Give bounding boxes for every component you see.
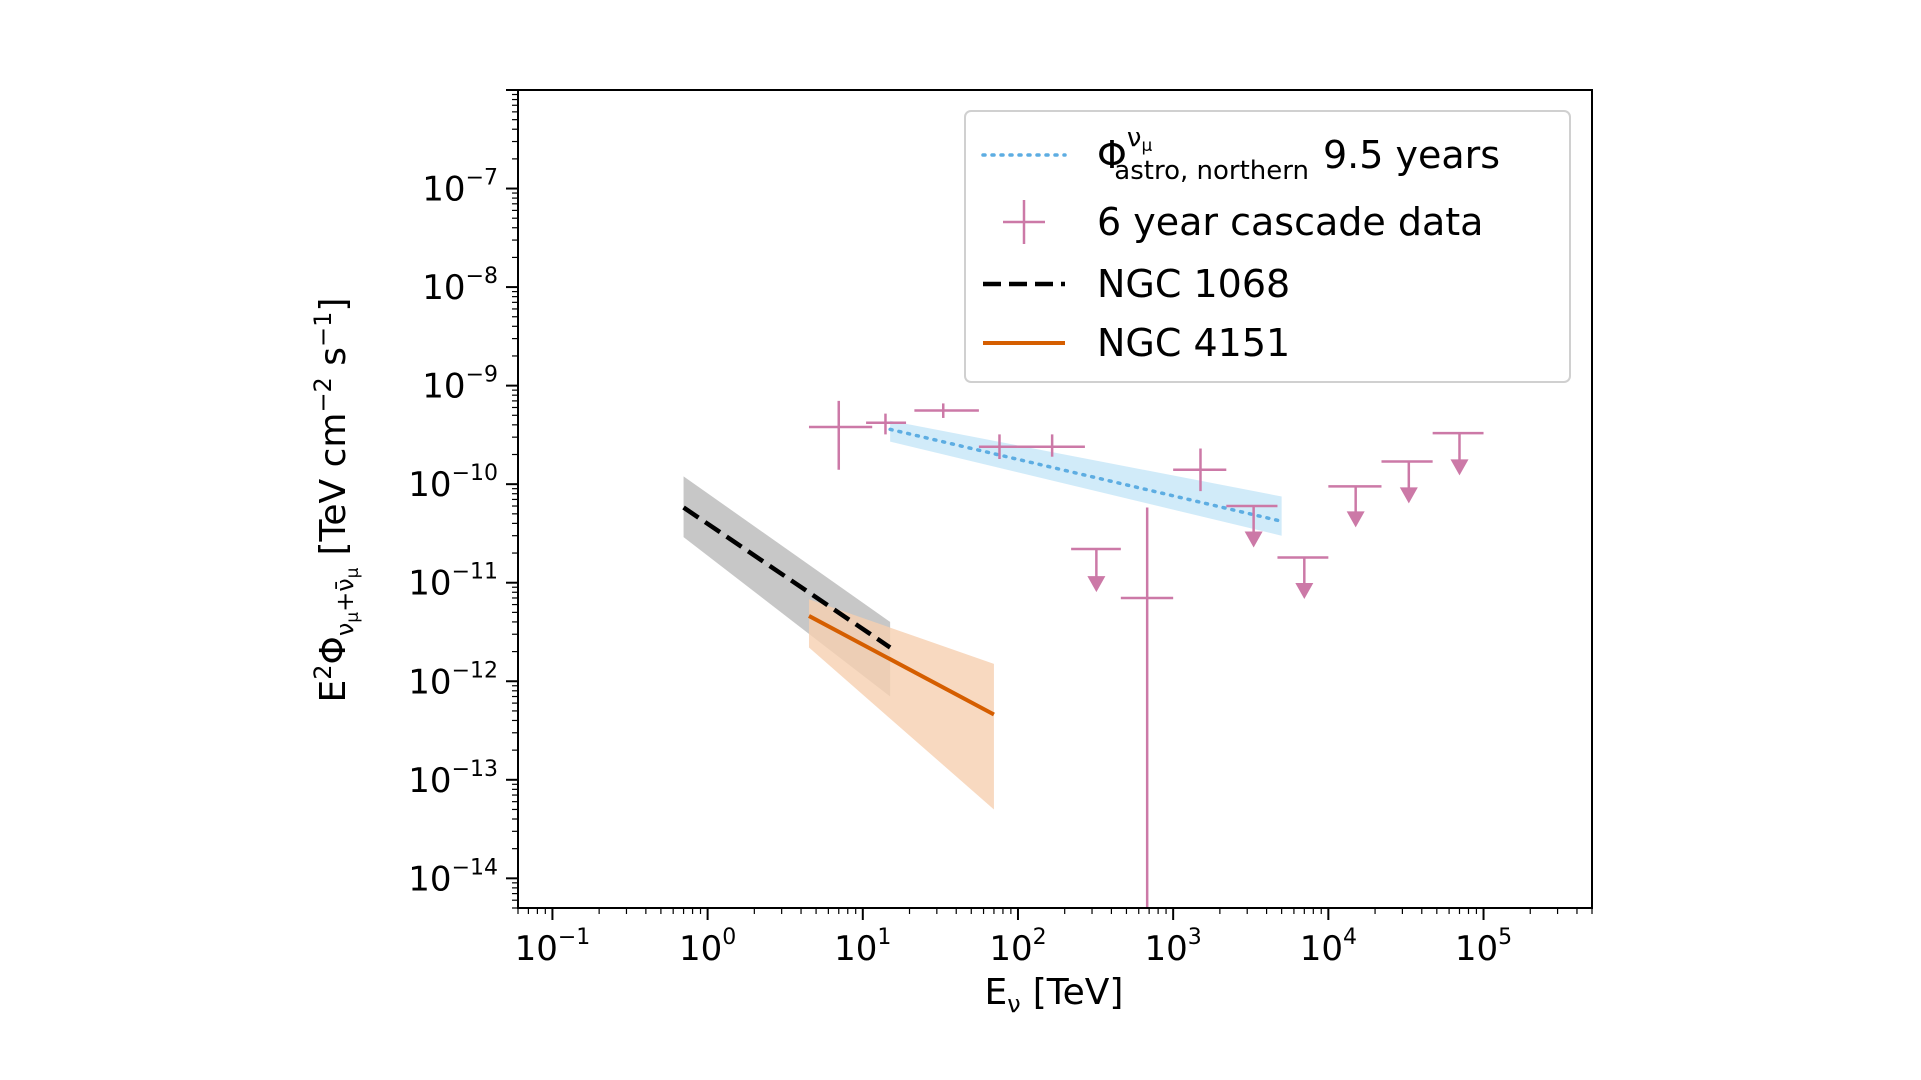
legend-northern-label-supsub: μ (1141, 136, 1152, 156)
x-tick-label-base: 10 (834, 929, 877, 969)
y-axis-label-phi: Φ (313, 636, 354, 664)
x-tick-label-exp: 2 (1033, 925, 1047, 950)
upper-limit-4-arrow (1399, 487, 1418, 504)
legend-label: 6 year cascade data (1097, 200, 1483, 244)
x-tick-label-exp: 3 (1188, 925, 1202, 950)
y-tick-label-base: 10 (408, 859, 451, 899)
y-tick-label-exp: −13 (452, 757, 498, 782)
y-tick-label-base: 10 (408, 761, 451, 801)
legend-northern-label-sup: ν (1127, 123, 1142, 153)
upper-limit-0-arrow (1087, 576, 1106, 593)
legend-box (964, 110, 1571, 383)
x-axis-label-unit: [TeV] (1033, 972, 1124, 1013)
x-tick-label-exp: 0 (722, 925, 736, 950)
y-tick-label-base: 10 (422, 367, 465, 407)
confidence-bands (683, 420, 1282, 810)
y-tick-label: 10−14 (408, 855, 498, 899)
legend-label: NGC 1068 (1097, 262, 1290, 306)
legend-northern-label-sub: astro, northern (1114, 156, 1309, 186)
x-tick-label-base: 10 (515, 929, 558, 969)
x-tick-label: 10−1 (515, 925, 591, 969)
y-tick-label-exp: −9 (466, 363, 498, 388)
y-tick-label-exp: −12 (452, 658, 498, 683)
x-axis-label: Eν [TeV] (985, 972, 1124, 1018)
series-line-0 (888, 427, 1284, 524)
y-tick-label-exp: −7 (466, 166, 498, 191)
cascade-data-points (808, 400, 1484, 908)
y-tick-label: 10−10 (408, 461, 498, 505)
x-tick-label-base: 10 (679, 929, 722, 969)
y-tick-label-base: 10 (422, 268, 465, 308)
upper-limit-3-arrow (1346, 511, 1365, 528)
legend-label: NGC 4151 (1097, 321, 1290, 365)
y-axis-label-sub: ν (331, 623, 359, 636)
y-tick-label-exp: −14 (452, 855, 498, 880)
y-axis-label-unit-exp2: −1 (309, 312, 337, 347)
x-tick-label-exp: 1 (877, 925, 891, 950)
legend-northern-label-rest: 9.5 years (1323, 133, 1500, 177)
y-tick-label: 10−9 (422, 363, 498, 407)
y-tick-label-exp: −10 (452, 461, 498, 486)
x-tick-label-base: 10 (1300, 929, 1343, 969)
y-axis-label-sup: 2 (309, 664, 337, 679)
legend-northern-label-main: Φ (1097, 133, 1127, 177)
x-axis-label-main: E (985, 972, 1008, 1013)
x-tick-label: 104 (1300, 925, 1357, 969)
y-tick-label: 10−7 (422, 166, 498, 210)
x-tick-label-base: 10 (1455, 929, 1498, 969)
y-axis-label-subsub-2: μ (343, 567, 363, 578)
x-tick-label-base: 10 (989, 929, 1032, 969)
y-tick-label-base: 10 (408, 662, 451, 702)
y-tick-label: 10−11 (408, 560, 498, 604)
axes: 10−1 100 101 102 103 104 10510−710−810−910−101… (408, 89, 1593, 969)
legend-label-northern: Φνμ astro, northern 9.5 years (1097, 123, 1500, 186)
x-tick-label-base: 10 (1145, 929, 1188, 969)
x-tick-label-exp: 5 (1498, 925, 1512, 950)
y-tick-label: 10−8 (422, 264, 498, 308)
y-axis-label-unit-mid: s (313, 347, 354, 377)
x-tick-label: 105 (1455, 925, 1512, 969)
y-tick-label-base: 10 (422, 170, 465, 210)
y-tick-label: 10−12 (408, 658, 498, 702)
y-axis-label-unit-end: ] (313, 298, 354, 312)
y-axis-label-unit-exp1: −2 (309, 377, 337, 412)
upper-limit-1-arrow (1244, 531, 1263, 548)
x-tick-label-exp: 4 (1343, 925, 1357, 950)
series-line-1 (682, 505, 892, 650)
y-axis-label-bar: ν̄ (331, 578, 359, 591)
y-tick-label-base: 10 (408, 465, 451, 505)
y-axis-label: E2Φνμ+ν̄μ[TeV cm−2 s−1] (309, 298, 363, 703)
band-2 (808, 599, 994, 810)
x-tick-label: 100 (679, 925, 736, 969)
series-line-2 (808, 614, 995, 717)
y-axis-label-subsub: μ (343, 612, 363, 623)
legend: Φνμ astro, northern 9.5 years 6 year cascad… (964, 110, 1571, 383)
x-tick-label: 101 (834, 925, 891, 969)
x-axis-label-sub: ν (1007, 990, 1020, 1018)
y-tick-label: 10−13 (408, 757, 498, 801)
y-tick-label-base: 10 (408, 564, 451, 604)
x-tick-label: 102 (989, 925, 1046, 969)
upper-limit-5-arrow (1450, 459, 1469, 476)
y-axis-label-plus: + (331, 592, 359, 612)
upper-limit-2-arrow (1295, 583, 1314, 600)
y-tick-label-exp: −11 (452, 560, 498, 585)
x-tick-label: 103 (1145, 925, 1202, 969)
y-tick-label-exp: −8 (466, 264, 498, 289)
y-axis-label-unit: [TeV cm (313, 413, 354, 556)
band-0 (890, 420, 1282, 536)
x-tick-label-exp: −1 (558, 925, 590, 950)
y-axis-label-main: E (313, 680, 354, 703)
series-lines (682, 427, 1284, 717)
